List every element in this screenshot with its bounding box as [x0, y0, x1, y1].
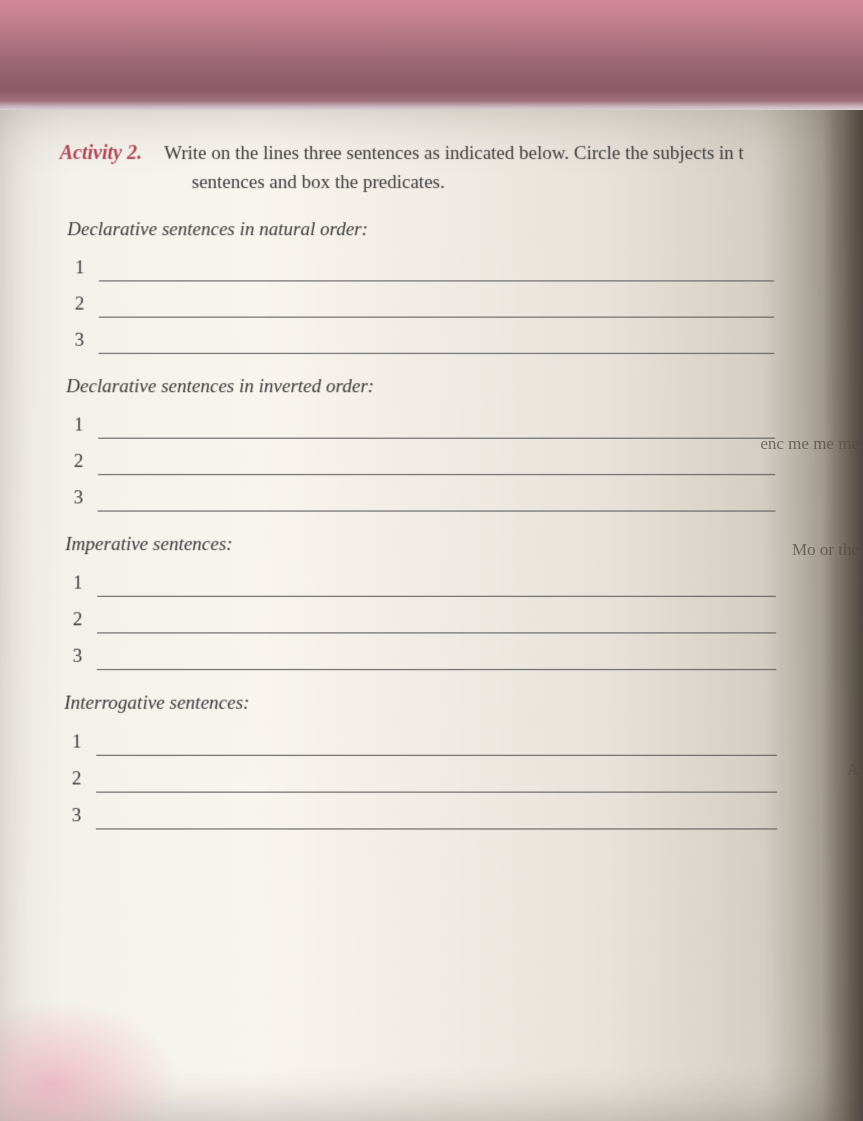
line-number: 2	[75, 293, 97, 317]
writing-line[interactable]	[99, 287, 774, 317]
section-declarative-inverted: Declarative sentences in inverted order:…	[57, 376, 775, 511]
activity-label: Activity 2.	[60, 142, 142, 164]
section-title: Declarative sentences in natural order:	[59, 219, 774, 241]
answer-line: 1	[57, 566, 776, 596]
section-interrogative: Interrogative sentences: 1 2 3	[55, 693, 777, 830]
cutoff-text-2: Mo or the	[792, 538, 859, 562]
writing-line[interactable]	[96, 725, 777, 756]
writing-line[interactable]	[97, 566, 776, 596]
writing-line[interactable]	[98, 481, 776, 511]
answer-line: 3	[55, 799, 777, 830]
section-declarative-natural: Declarative sentences in natural order: …	[58, 219, 774, 354]
answer-line: 1	[56, 725, 777, 756]
answer-line: 3	[58, 324, 774, 354]
line-number: 1	[72, 731, 94, 756]
instruction-line-2: sentences and box the predicates.	[192, 169, 774, 198]
section-title: Declarative sentences in inverted order:	[58, 376, 775, 398]
answer-line: 3	[56, 640, 776, 671]
activity-header: Activity 2. Write on the lines three sen…	[59, 138, 773, 197]
writing-line[interactable]	[97, 603, 776, 634]
writing-line[interactable]	[98, 445, 775, 475]
section-title: Interrogative sentences:	[56, 693, 777, 715]
writing-line[interactable]	[97, 640, 777, 671]
answer-line: 2	[59, 287, 775, 317]
photo-background: Activity 2. Write on the lines three sen…	[0, 0, 863, 1121]
cutoff-text-3: A	[847, 758, 859, 782]
line-number: 2	[74, 451, 96, 475]
worksheet-page: Activity 2. Write on the lines three sen…	[0, 110, 863, 1121]
line-number: 3	[74, 487, 96, 511]
writing-line[interactable]	[98, 408, 775, 438]
writing-line[interactable]	[99, 324, 775, 354]
instruction-line-1: Write on the lines three sentences as in…	[164, 143, 744, 164]
line-number: 2	[72, 768, 94, 793]
line-number: 2	[73, 609, 95, 633]
line-number: 3	[72, 805, 94, 830]
answer-line: 2	[58, 445, 776, 475]
writing-line[interactable]	[96, 762, 777, 793]
line-number: 1	[74, 414, 96, 438]
answer-line: 2	[57, 603, 777, 634]
line-number: 3	[74, 330, 96, 354]
answer-line: 3	[57, 481, 775, 511]
writing-line[interactable]	[96, 799, 777, 830]
answer-line: 1	[58, 408, 775, 438]
answer-line: 2	[56, 762, 777, 793]
answer-line: 1	[59, 251, 774, 281]
line-number: 1	[73, 572, 95, 596]
cutoff-text-1: enc me me me	[760, 432, 859, 456]
writing-line[interactable]	[99, 251, 774, 281]
line-number: 3	[73, 646, 95, 670]
section-title: Imperative sentences:	[57, 534, 776, 556]
section-imperative: Imperative sentences: 1 2 3	[56, 534, 776, 670]
line-number: 1	[75, 257, 97, 281]
